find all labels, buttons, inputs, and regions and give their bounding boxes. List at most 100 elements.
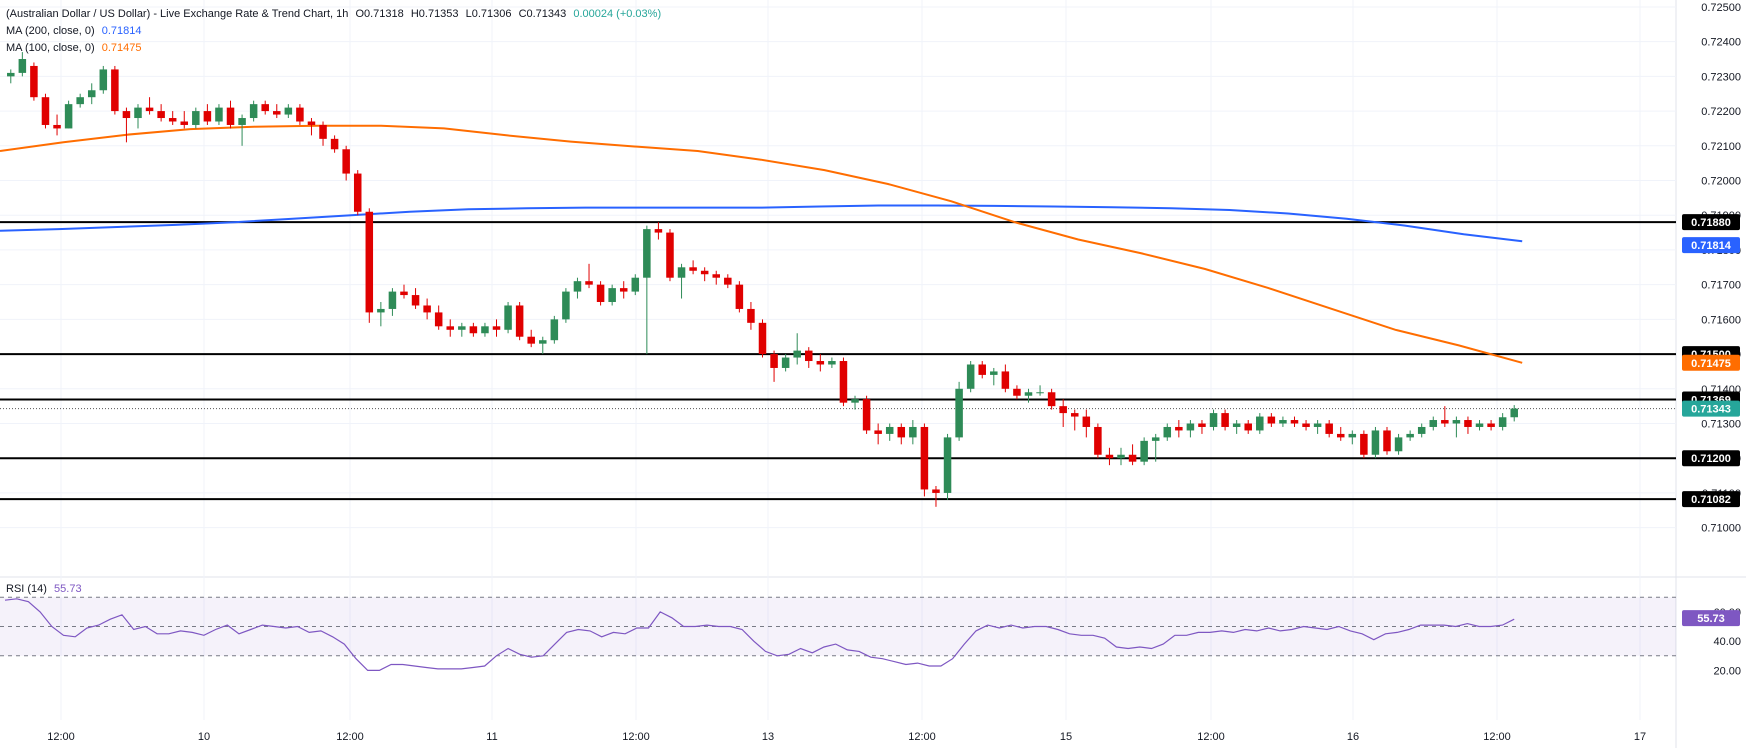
candle-body	[770, 354, 778, 368]
candle-body	[805, 350, 813, 362]
candle-body	[1417, 426, 1426, 434]
rsi-badge: 55.73	[1697, 613, 1725, 625]
candle-body	[423, 305, 431, 313]
ma200-label: MA (200, close, 0)	[6, 25, 95, 37]
candle-body	[1487, 423, 1495, 427]
candle-body	[562, 291, 570, 320]
candle-body	[1128, 454, 1137, 462]
candle-body	[573, 281, 582, 292]
ohlc-high: H0.71353	[410, 8, 459, 20]
candle-body	[1279, 420, 1287, 424]
ma100-badge-bg	[1682, 354, 1740, 371]
candle-body	[1221, 413, 1229, 427]
candle-body	[7, 72, 15, 77]
ma200-badge: 0.71814	[1691, 240, 1732, 252]
candle-body	[1290, 420, 1299, 424]
ma100-label: MA (100, close, 0)	[6, 42, 95, 54]
candle-body	[1186, 423, 1195, 431]
candle-body	[434, 312, 443, 327]
price-tick-label: 0.72500	[1701, 2, 1741, 14]
candle-body	[1094, 426, 1102, 455]
candle-body	[724, 277, 732, 285]
time-tick-label: 12:00	[336, 731, 364, 743]
candle-body	[527, 336, 535, 344]
candle-body	[1360, 433, 1368, 455]
candle-body	[53, 124, 61, 129]
ma200-legend[interactable]: MA (200, close, 0) 0.71814	[6, 25, 141, 37]
candle-body	[1232, 423, 1241, 427]
candle-body	[943, 437, 952, 493]
candle-body	[30, 65, 38, 98]
horizontal-levels-layer	[0, 221, 1676, 501]
candle-body	[689, 267, 697, 271]
candle-body	[1302, 423, 1310, 427]
time-tick-label: 10	[198, 731, 210, 743]
candle-body	[1267, 416, 1276, 424]
ma100-legend[interactable]: MA (100, close, 0) 0.71475	[6, 42, 141, 54]
candle-body	[238, 118, 246, 125]
candle-body	[1406, 433, 1414, 438]
price-tick-label: 0.72200	[1701, 106, 1741, 118]
candle-body	[504, 305, 512, 330]
candle-body	[1013, 388, 1021, 396]
candle-body	[284, 107, 293, 115]
candle-body	[319, 124, 327, 139]
time-tick-label: 17	[1634, 731, 1646, 743]
candle-body	[631, 277, 640, 292]
candle-body	[990, 371, 998, 375]
candle-body	[145, 107, 154, 112]
time-tick-label: 11	[486, 731, 497, 743]
time-tick-label: 16	[1347, 731, 1359, 743]
candle-body	[643, 229, 651, 278]
price-tick-label: 0.72100	[1701, 141, 1741, 153]
candle-body	[608, 288, 616, 303]
candle-body	[619, 288, 628, 292]
candle-body	[1394, 437, 1403, 452]
candle-body	[1198, 423, 1206, 427]
level-badge-bg	[1682, 450, 1740, 467]
time-tick-label: 12:00	[1483, 731, 1511, 743]
time-tick-label: 12:00	[622, 731, 650, 743]
candle-body	[839, 361, 848, 403]
candle-body	[157, 111, 165, 119]
moving-averages-layer	[0, 124, 1523, 364]
ma200-badge-bg	[1682, 237, 1740, 254]
ohlc-open: O0.71318	[355, 8, 404, 20]
candle-body	[1036, 392, 1044, 394]
rsi-line	[4, 598, 1515, 671]
candle-body	[885, 426, 894, 434]
ohlc-close: C0.71343	[518, 8, 567, 20]
candle-body	[1244, 423, 1252, 431]
candle-body	[596, 284, 605, 303]
candle-body	[41, 97, 50, 125]
price-tick-label: 0.71000	[1701, 523, 1741, 535]
candle-body	[747, 308, 755, 323]
candle-body	[793, 350, 801, 358]
chart-title: (Australian Dollar / US Dollar) - Live E…	[6, 8, 349, 20]
ma100-badge: 0.71475	[1691, 358, 1731, 370]
time-tick-label: 12:00	[908, 731, 936, 743]
candle-body	[122, 111, 131, 119]
price-axis: 0.72500 0.72400 0.72300 0.72200 0.72100 0.720…	[1701, 2, 1741, 677]
candle-body	[1070, 413, 1079, 417]
level-badge: 0.71880	[1691, 217, 1731, 229]
candle-body	[1441, 420, 1449, 424]
candle-body	[492, 326, 501, 330]
candle-body	[446, 326, 455, 330]
candle-body	[862, 399, 871, 431]
candle-body	[400, 291, 408, 296]
candle-body	[1151, 437, 1160, 441]
candle-body	[909, 426, 917, 438]
candle-body	[307, 121, 316, 125]
candle-body	[1001, 371, 1010, 389]
rsi-legend[interactable]: RSI (14) 55.73	[6, 583, 82, 595]
candle-body	[1163, 426, 1172, 438]
candle-body	[365, 211, 374, 313]
candle-body	[816, 361, 825, 365]
price-tick-label: 0.72400	[1701, 37, 1741, 49]
candle-body	[87, 90, 96, 98]
candle-body	[1209, 413, 1218, 427]
current-badge: 0.71343	[1691, 404, 1731, 416]
candle-body	[735, 284, 744, 309]
